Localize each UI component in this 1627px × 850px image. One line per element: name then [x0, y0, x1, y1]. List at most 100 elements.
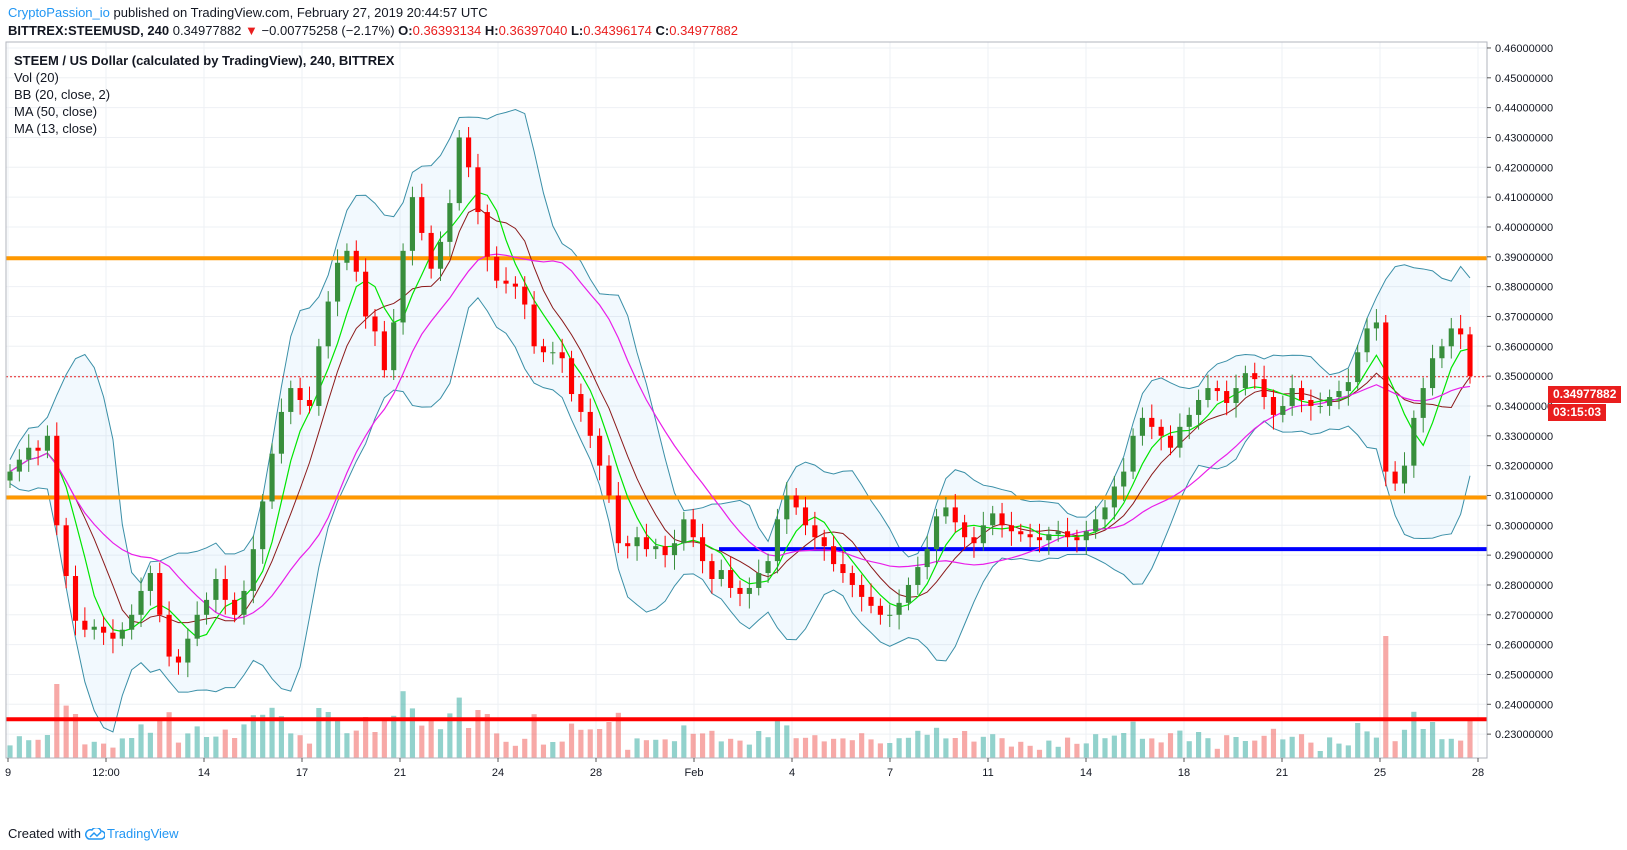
candle-body: [437, 241, 444, 269]
volume-bar: [1252, 740, 1258, 758]
open-value: 0.36393134: [412, 23, 482, 38]
candle-body: [1280, 405, 1286, 415]
candle-body: [980, 525, 986, 544]
candle-body: [1308, 400, 1314, 406]
candle-body: [802, 507, 809, 526]
volume-bar: [1345, 745, 1351, 758]
volume-bar: [877, 743, 883, 758]
candle-body: [1102, 507, 1108, 520]
candle-body: [1064, 531, 1071, 538]
volume-bar: [1205, 738, 1211, 758]
volume-bar: [868, 739, 874, 758]
volume-bar: [1186, 741, 1192, 758]
y-tick-label: 0.37000000: [1495, 311, 1553, 323]
volume-bar: [802, 737, 809, 758]
volume-bar: [447, 713, 453, 758]
candle-body: [110, 632, 116, 639]
y-tick-label: 0.36000000: [1495, 341, 1553, 353]
volume-bar: [409, 708, 416, 758]
candle-body: [559, 352, 565, 359]
legend-vol[interactable]: Vol (20): [14, 70, 59, 85]
legend-ma50[interactable]: MA (50, close): [14, 104, 98, 119]
candle-body: [924, 549, 930, 568]
x-tick-label: 28: [1472, 767, 1484, 779]
volume-bar: [138, 724, 144, 758]
x-tick-label: 21: [394, 767, 406, 779]
candle-body: [952, 507, 958, 523]
volume-bar: [306, 743, 313, 758]
volume-bar: [1327, 737, 1333, 758]
tradingview-cloud-icon: [85, 827, 105, 840]
volume-bar: [793, 738, 799, 758]
candle-body: [962, 522, 968, 538]
volume-bar: [1036, 749, 1043, 758]
candle-body: [690, 519, 696, 538]
volume-bar: [250, 715, 256, 758]
volume-bar: [1224, 735, 1230, 758]
volume-bar: [531, 714, 537, 758]
candle-body: [1111, 486, 1117, 508]
volume-bar: [971, 741, 977, 758]
volume-bar: [241, 724, 247, 758]
volume-bar: [101, 743, 107, 758]
candle-body: [316, 346, 322, 406]
volume-bar: [756, 731, 762, 758]
volume-bar: [1158, 742, 1164, 758]
tradingview-brand: TradingView: [106, 826, 179, 841]
volume-bar: [325, 712, 331, 758]
candle-body: [1139, 417, 1146, 436]
volume-bar: [16, 736, 22, 758]
volume-bar: [1093, 734, 1099, 758]
candle-body: [269, 453, 275, 502]
candle-body: [391, 322, 397, 371]
plot-frame: [5, 41, 1488, 759]
close-value: 0.34977882: [669, 23, 738, 38]
change-arrow-icon: ▼: [245, 23, 258, 38]
volume-bar: [718, 741, 724, 758]
volume-bar: [1289, 736, 1295, 758]
y-tick-label: 0.28000000: [1495, 580, 1553, 592]
candle-body: [325, 301, 331, 347]
candle-body: [1429, 358, 1436, 389]
candle-body: [540, 346, 547, 353]
legend-ma13[interactable]: MA (13, close): [14, 121, 98, 136]
legend-bb[interactable]: BB (20, close, 2): [14, 87, 111, 102]
candle-body: [241, 590, 247, 615]
bb-lower-line: [9, 296, 1471, 733]
volume-bar: [1083, 743, 1089, 758]
candle-body: [597, 435, 603, 466]
legend-title: STEEM / US Dollar (calculated by Trading…: [14, 53, 395, 68]
volume-bar: [943, 738, 949, 758]
volume-bar: [896, 738, 902, 758]
volume-bar: [1308, 742, 1314, 758]
candle-body: [16, 459, 22, 472]
candle-body: [1233, 388, 1239, 403]
y-tick-label: 0.42000000: [1495, 162, 1553, 174]
y-tick-label: 0.38000000: [1495, 282, 1553, 294]
candle-body: [1214, 388, 1220, 392]
volume-bar: [456, 697, 462, 758]
candle-body: [503, 280, 509, 284]
candle-body: [840, 564, 846, 574]
volume-bar: [1373, 737, 1379, 758]
volume-bar: [316, 708, 322, 758]
tradingview-logo[interactable]: TradingView: [85, 825, 179, 842]
candle-body: [1036, 537, 1043, 541]
candle-body: [232, 599, 238, 615]
volume-bar: [222, 729, 228, 758]
candlesticks: [7, 127, 1473, 678]
candle-body: [334, 262, 341, 302]
candle-body: [344, 250, 350, 263]
author-link[interactable]: CryptoPassion_io: [8, 5, 110, 20]
volume-bar: [297, 735, 303, 758]
volume-bar: [1102, 738, 1108, 758]
candle-body: [1467, 334, 1473, 377]
volume-bar: [840, 738, 846, 758]
candle-body: [774, 519, 781, 562]
volume-bar: [699, 733, 706, 758]
candle-body: [494, 256, 500, 281]
candle-body: [1289, 388, 1295, 406]
volume-bar: [1429, 722, 1436, 758]
candle-body: [129, 614, 135, 630]
